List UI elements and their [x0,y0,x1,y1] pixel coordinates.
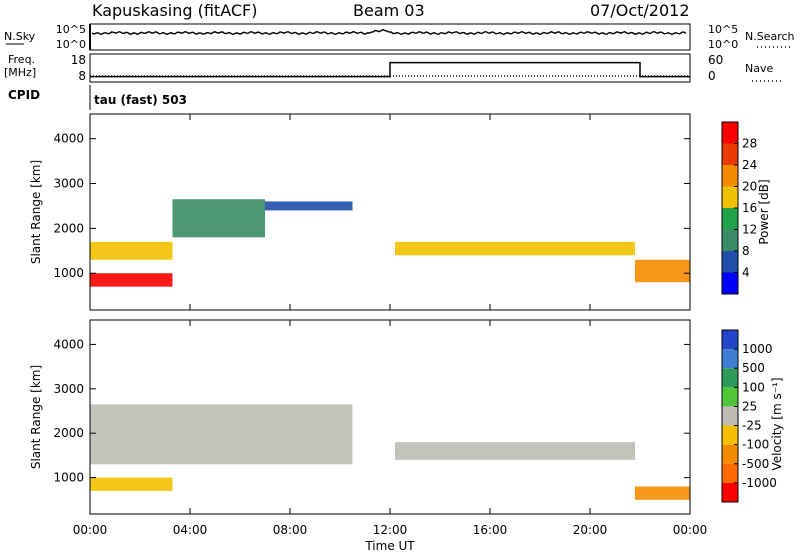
ytick-label: 4000 [53,132,84,146]
power-colorbar: 28 24 20 16 12 8 4 [721,121,757,295]
cpid-label: CPID [8,88,40,102]
time-axis: 00:00 04:00 08:00 12:00 16:00 20:00 00:00 [73,114,708,537]
frequency-strip: Freq. [MHz] 18 8 60 0 Nave [4,53,783,83]
nsearch-label: N.Search [745,30,795,43]
freq-tick-top: 18 [71,53,86,67]
frequency-strip-frame [89,53,691,83]
velocity-colorbar-label: 1000 [742,342,773,356]
ytick-label: 1000 [53,266,84,280]
power-colorbar-label: 20 [742,180,757,194]
velocity-colorbar-swatch [722,387,738,407]
frequency-line [90,61,690,78]
velocity-cell [90,477,173,491]
power-colorbar-label: 8 [742,244,750,258]
velocity-colorbar-label: 500 [742,361,765,375]
power-cell [90,241,173,260]
velocity-colorbar: 1000 500 100 25 -25 -100 -500 -1000 [721,329,777,503]
velocity-colorbar-label: -25 [742,419,762,433]
power-colorbar-swatch [722,208,738,230]
xtick-label: 12:00 [373,523,408,537]
velocity-colorbar-swatch [722,463,738,483]
power-colorbar-label: 16 [742,201,757,215]
nsky-label: N.Sky [4,30,36,43]
xtick-label: 20:00 [573,523,608,537]
xtick-label: 08:00 [273,523,308,537]
xtick-label: 16:00 [473,523,508,537]
power-colorbar-label: 24 [742,158,757,172]
power-cell [395,241,635,256]
nave-label: Nave [745,62,773,75]
velocity-colorbar-label: -1000 [742,476,777,490]
freq-label: Freq. [8,53,35,66]
station-title: Kapuskasing (fitACF) [92,1,257,20]
velocity-ylabel: Slant Range [km] [29,365,43,469]
velocity-colorbar-label: 100 [742,380,765,394]
power-colorbar-label: 12 [742,223,757,237]
power-colorbar-swatch [722,272,738,294]
velocity-colorbar-swatch [722,444,738,464]
cpid-strip: CPID tau (fast) 503 [8,85,187,110]
beam-title: Beam 03 [353,1,425,20]
power-cell [635,259,690,283]
time-axis-label: Time UT [364,539,415,553]
power-colorbar-swatch [722,122,738,144]
power-yticks: 4000 3000 2000 1000 [53,132,690,280]
velocity-colorbar-swatch [722,425,738,445]
ytick-label: 2000 [53,426,84,440]
velocity-colorbar-swatch [722,349,738,369]
velocity-colorbar-label: 25 [742,399,757,413]
velocity-colorbar-swatch [722,482,738,502]
noise-sky-line [91,28,687,36]
freq-unit-label: [MHz] [4,66,36,79]
xtick-label: 00:00 [673,523,708,537]
velocity-colorbar-frame [721,329,739,503]
power-colorbar-label: 4 [742,266,750,280]
velocity-colorbar-label: Velocity [m s⁻¹] [770,377,784,470]
power-colorbar-label: Power [dB] [757,179,771,244]
xtick-label: 00:00 [73,523,108,537]
power-colorbar-swatch [722,165,738,187]
velocity-cell [635,486,690,500]
velocity-colorbar-label: -500 [742,457,769,471]
nsky-tick-top: 10^5 [56,23,86,36]
cpid-text: tau (fast) 503 [94,93,187,107]
power-cell [172,199,265,238]
noise-strip-frame [89,23,691,51]
power-colorbar-swatch [722,186,738,208]
velocity-yticks: 4000 3000 2000 1000 [53,337,690,485]
power-cell [90,273,173,287]
velocity-colorbar-swatch [722,330,738,350]
velocity-cell [90,404,353,465]
power-colorbar-swatch [722,229,738,251]
date-title: 07/Oct/2012 [590,1,690,20]
power-colorbar-label: 28 [742,137,757,151]
velocity-colorbar-label: -100 [742,438,769,452]
power-colorbar-swatch [722,143,738,165]
power-colorbar-swatch [722,251,738,273]
velocity-data [90,404,690,500]
xtick-label: 04:00 [173,523,208,537]
velocity-colorbar-swatch [722,406,738,426]
ytick-label: 4000 [53,337,84,351]
nsearch-tick-top: 10^5 [708,23,738,36]
nsearch-tick-bottom: 10^0 [708,38,738,51]
velocity-cell [395,442,635,460]
ytick-label: 1000 [53,471,84,485]
nave-tick-bottom: 0 [708,69,716,83]
nsky-tick-bottom: 10^0 [56,38,86,51]
ytick-label: 3000 [53,382,84,396]
power-data [90,199,690,287]
ytick-label: 2000 [53,221,84,235]
velocity-colorbar-swatch [722,368,738,388]
power-panel: 4000 3000 2000 1000 Slant Range [km] 28 24 20… [29,113,771,311]
ytick-label: 3000 [53,177,84,191]
power-ylabel: Slant Range [km] [29,160,43,264]
freq-tick-bottom: 8 [78,69,86,83]
power-cell [265,201,353,211]
velocity-panel: 4000 3000 2000 1000 Slant Range [km] 1000 50… [29,319,784,515]
noise-strip: N.Sky 10^5 10^0 10^5 10^0 N.Search [4,23,795,51]
nave-tick-top: 60 [708,53,723,67]
